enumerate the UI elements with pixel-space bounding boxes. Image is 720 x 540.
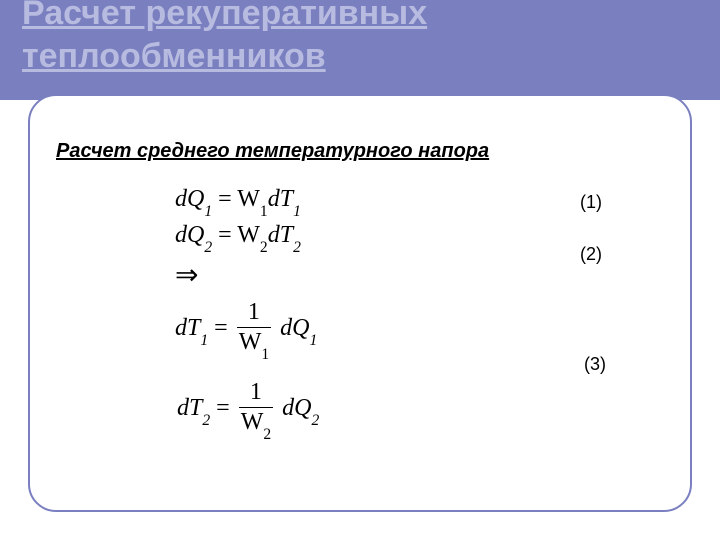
eq2-dT: dT2 bbox=[268, 222, 301, 248]
equation-number-3: (3) bbox=[584, 354, 606, 375]
eq3a-dQ: dQ1 bbox=[280, 315, 317, 341]
eq1-equals: = bbox=[218, 186, 237, 212]
eq3a-dT: dT1 bbox=[175, 315, 208, 341]
eq2-equals: = bbox=[218, 222, 237, 248]
equation-3b: dT2 = 1 W2 dQ2 bbox=[177, 380, 319, 439]
eq3a-numerator: 1 bbox=[237, 300, 271, 328]
eq3a-equals: = bbox=[214, 315, 234, 341]
eq3b-dQ: dQ2 bbox=[282, 395, 319, 421]
equation-3a: dT1 = 1 W1 dQ1 bbox=[175, 300, 317, 359]
eq3b-numerator: 1 bbox=[239, 380, 273, 408]
title-band: Расчет рекуперативных теплообменников bbox=[0, 0, 720, 105]
equation-number-2: (2) bbox=[580, 244, 602, 265]
slide-title: Расчет рекуперативных теплообменников bbox=[22, 0, 720, 77]
equation-number-1: (1) bbox=[580, 192, 602, 213]
eq3b-dT: dT2 bbox=[177, 395, 210, 421]
equation-1: dQ1 = W1dT1 bbox=[175, 186, 301, 217]
section-subheading: Расчет среднего температурного напора bbox=[56, 140, 489, 163]
eq3b-equals: = bbox=[216, 395, 236, 421]
eq1-dQ: dQ1 bbox=[175, 186, 212, 212]
eq1-dT: dT1 bbox=[268, 186, 301, 212]
eq3b-denominator: W2 bbox=[239, 408, 273, 439]
eq3a-denominator: W1 bbox=[237, 328, 271, 359]
eq2-dQ: dQ2 bbox=[175, 222, 212, 248]
eq3a-fraction: 1 W1 bbox=[237, 300, 271, 359]
implies-arrow: ⇒ bbox=[175, 258, 198, 292]
equation-2: dQ2 = W2dT2 bbox=[175, 222, 301, 253]
eq3b-fraction: 1 W2 bbox=[239, 380, 273, 439]
eq2-W: W2 bbox=[237, 222, 267, 248]
eq1-W: W1 bbox=[237, 186, 267, 212]
